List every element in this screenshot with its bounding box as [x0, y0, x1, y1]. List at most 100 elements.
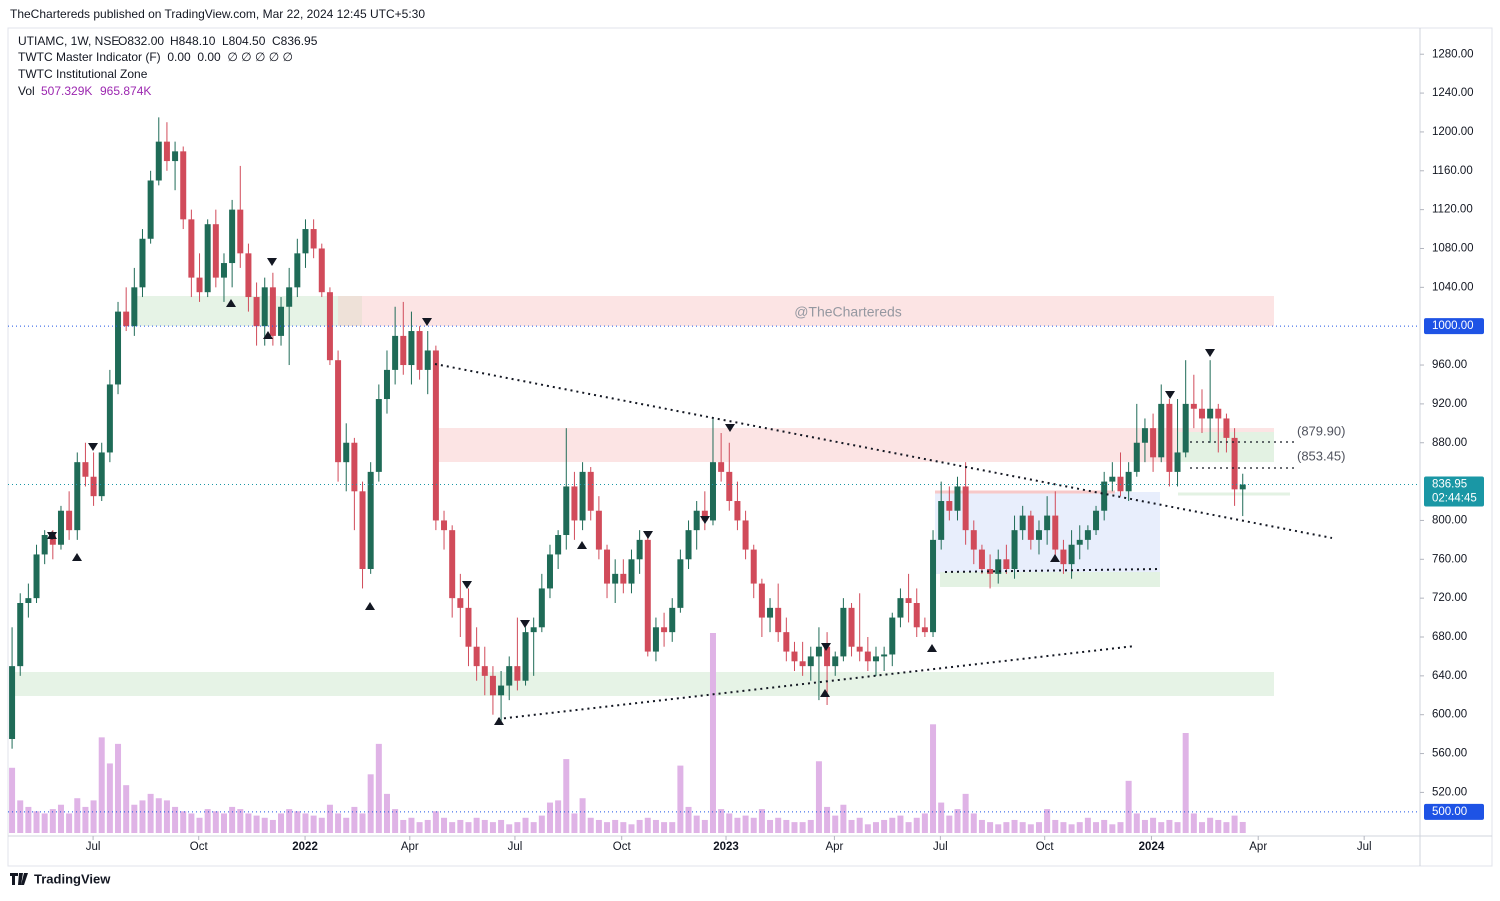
candle-body: [913, 603, 920, 628]
candle-body: [41, 535, 48, 555]
y-tick-label: 720.00: [1432, 592, 1467, 604]
x-tick-label: Jul: [933, 841, 948, 853]
volume-bar: [481, 819, 488, 833]
candle-body: [734, 501, 741, 521]
candle-body: [538, 588, 545, 628]
volume-bar: [799, 822, 806, 833]
volume-bar: [1084, 817, 1091, 833]
candle-body: [220, 263, 227, 278]
volume-bar: [677, 765, 684, 833]
volume-bar: [905, 822, 912, 833]
candle-body: [579, 471, 586, 521]
volume-bar: [734, 817, 741, 833]
volume-bar: [457, 819, 464, 833]
volume-bar: [196, 817, 203, 833]
candle-body: [204, 224, 211, 293]
volume-bar: [498, 819, 505, 833]
y-tick-label: 1160.00: [1432, 165, 1473, 177]
volume-bar: [286, 809, 293, 833]
volume-bar: [758, 809, 765, 833]
volume-bar: [872, 822, 879, 833]
candle-body: [1190, 403, 1197, 409]
volume-bar: [1239, 821, 1246, 833]
zone-overlap: [338, 296, 362, 326]
volume-bar: [1207, 817, 1214, 833]
volume-bar: [163, 800, 170, 833]
volume-bar: [652, 819, 659, 833]
y-tick-label: 600.00: [1432, 709, 1467, 721]
volume-bar: [563, 759, 570, 833]
volume-bar: [66, 813, 73, 833]
volume-bar: [612, 819, 619, 833]
demand-zone: [133, 296, 338, 326]
candle-body: [783, 632, 790, 652]
volume-bar: [49, 809, 56, 833]
x-tick-label: Apr: [401, 841, 419, 853]
candle-body: [82, 462, 89, 477]
candle-body: [416, 331, 423, 370]
volume-bar: [302, 813, 309, 833]
candle-body: [636, 539, 643, 560]
volume-bar: [245, 813, 252, 833]
candle-body: [25, 598, 32, 604]
candle-body: [767, 607, 774, 618]
volume-bar: [1003, 822, 1010, 833]
candle-body: [1182, 403, 1189, 453]
volume-bar: [1182, 733, 1189, 833]
candle-body: [758, 583, 765, 618]
volume-bar: [946, 815, 953, 833]
volume-bar: [1150, 817, 1157, 833]
candle-body: [163, 141, 170, 162]
legend-high: H848.10: [170, 34, 216, 48]
candle-body: [1109, 476, 1116, 482]
volume-bar: [913, 817, 920, 833]
volume-bar: [604, 822, 611, 833]
volume-bar: [57, 804, 64, 833]
volume-bar: [1060, 822, 1067, 833]
candle-body: [1198, 408, 1205, 419]
candle-body: [799, 661, 806, 667]
candle-body: [212, 224, 219, 278]
candle-body: [718, 462, 725, 472]
volume-bar: [840, 804, 847, 833]
volume-bar: [571, 813, 578, 833]
candle-body: [506, 666, 513, 686]
volume-bar: [1141, 819, 1148, 833]
candle-body: [750, 549, 757, 584]
candle-body: [432, 350, 439, 521]
volume-bar: [555, 800, 562, 833]
volume-bar: [1231, 815, 1238, 833]
candle-body: [742, 520, 749, 550]
demand-zone: [940, 572, 1160, 587]
volume-bar: [310, 815, 317, 833]
volume-bar: [489, 822, 496, 833]
candle-body: [343, 442, 350, 463]
volume-bar: [767, 819, 774, 833]
volume-bar: [848, 819, 855, 833]
volume-bar: [587, 817, 594, 833]
candle-body: [832, 656, 839, 667]
volume-bar: [326, 804, 333, 833]
candle-body: [318, 248, 325, 293]
candle-body: [465, 607, 472, 647]
volume-bar: [204, 809, 211, 833]
candle-body: [995, 559, 1002, 574]
x-tick-label: 2023: [713, 841, 739, 853]
volume-bar: [212, 811, 219, 833]
volume-bar: [1223, 822, 1230, 833]
candle-body: [546, 554, 553, 589]
volume-bar: [1133, 813, 1140, 833]
candle-body: [335, 360, 342, 463]
volume-bar: [424, 819, 431, 833]
volume-bar: [98, 737, 105, 833]
volume-bar: [742, 815, 749, 833]
candle-body: [1117, 476, 1124, 492]
volume-bar: [889, 817, 896, 833]
candle-body: [970, 530, 977, 550]
legend-close: C836.95: [272, 34, 318, 48]
candle-body: [856, 646, 863, 652]
candle-body: [824, 646, 831, 667]
candle-body: [954, 486, 961, 511]
candle-body: [302, 229, 309, 254]
